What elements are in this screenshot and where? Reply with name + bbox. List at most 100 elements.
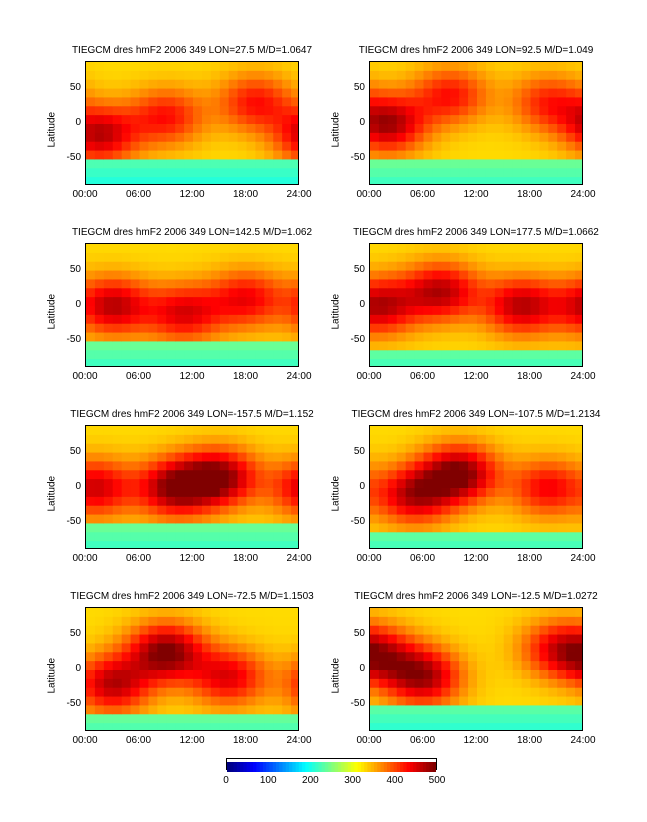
heatmap-cell <box>193 306 203 316</box>
colorbar-step <box>275 762 280 772</box>
heatmap-cell <box>219 359 230 366</box>
heatmap-cell <box>193 723 203 730</box>
heatmap-cell <box>130 124 141 134</box>
heatmap-cell <box>387 616 398 627</box>
y-tick-label: 50 <box>353 263 365 275</box>
heatmap-cell <box>139 115 150 125</box>
heatmap-cell <box>103 341 114 351</box>
heatmap-cell <box>405 306 416 316</box>
heatmap-cell <box>370 541 380 548</box>
heatmap-cell <box>450 452 460 463</box>
heatmap-cell <box>246 261 257 272</box>
heatmap-cell <box>193 177 203 184</box>
heatmap-cell <box>548 261 558 272</box>
heatmap-cell <box>148 159 158 169</box>
heatmap-cell <box>503 359 514 366</box>
heatmap-cell <box>201 625 212 636</box>
heatmap-cell <box>396 62 407 72</box>
heatmap-cell <box>86 168 96 178</box>
heatmap-cell <box>175 652 185 662</box>
heatmap-cell <box>503 115 514 125</box>
heatmap-cell <box>530 634 541 645</box>
heatmap-cell <box>494 314 505 325</box>
heatmap-cell <box>246 723 257 730</box>
heatmap-cell <box>432 288 442 298</box>
heatmap-cell <box>548 505 558 516</box>
heatmap-cell <box>405 616 416 627</box>
heatmap-cell <box>166 168 176 178</box>
heatmap-cell <box>387 314 398 325</box>
heatmap-cell <box>228 723 239 730</box>
heatmap-cell <box>530 97 541 107</box>
x-tick-label: 24:00 <box>286 371 312 382</box>
heatmap-cell <box>512 306 523 316</box>
heatmap-cell <box>264 115 274 125</box>
heatmap-cell <box>210 124 221 134</box>
heatmap-cell <box>139 461 150 471</box>
heatmap-cell <box>255 323 265 334</box>
heatmap-cell <box>255 288 265 298</box>
heatmap-cell <box>166 714 176 724</box>
heatmap-cell <box>485 88 496 99</box>
heatmap-cell <box>548 314 558 325</box>
heatmap-cell <box>512 244 523 254</box>
heatmap-cell <box>112 177 123 184</box>
heatmap-cell <box>450 150 460 161</box>
heatmap-cell <box>503 479 514 489</box>
heatmap-cell <box>432 461 442 471</box>
heatmap-cell <box>291 159 298 169</box>
heatmap-cell <box>157 88 167 99</box>
heatmap-cell <box>423 177 434 184</box>
heatmap-svg <box>86 62 298 184</box>
heatmap-cell <box>459 714 469 724</box>
heatmap-cell <box>441 70 451 81</box>
heatmap-cell <box>557 434 567 445</box>
heatmap-cell <box>378 341 389 351</box>
heatmap-cell <box>494 687 505 698</box>
colorbar-tick-label: 0 <box>223 775 229 786</box>
heatmap-cell <box>255 350 265 360</box>
heatmap-cell <box>557 79 567 90</box>
heatmap-cell <box>103 79 114 90</box>
panel-title: TIEGCM dres hmF2 2006 349 LON=-157.5 M/D… <box>70 409 314 420</box>
heatmap-cell <box>485 714 496 724</box>
heatmap-cell <box>423 452 434 463</box>
heatmap-cell <box>291 168 298 178</box>
heatmap-cell <box>423 297 434 307</box>
heatmap-cell <box>548 616 558 627</box>
heatmap-cell <box>273 643 283 653</box>
heatmap-cell <box>468 608 478 618</box>
heatmap-cell <box>378 426 389 436</box>
heatmap-cell <box>468 106 478 116</box>
heatmap-cell <box>405 159 416 169</box>
heatmap-cell <box>228 452 239 463</box>
heatmap-cell <box>539 341 549 351</box>
heatmap-cell <box>575 62 582 72</box>
heatmap-cell <box>423 643 434 653</box>
heatmap-cell <box>494 532 505 542</box>
heatmap-cell <box>86 314 96 325</box>
heatmap-cell <box>193 488 203 498</box>
heatmap-cell <box>459 461 469 471</box>
heatmap-cell <box>291 523 298 533</box>
heatmap-cell <box>477 159 487 169</box>
heatmap-cell <box>477 670 487 680</box>
heatmap-cell <box>282 608 292 618</box>
colorbar-step <box>364 762 368 772</box>
heatmap-cell <box>378 714 389 724</box>
heatmap-cell <box>405 270 416 281</box>
heatmap-cell <box>130 350 141 360</box>
heatmap-cell <box>264 252 274 263</box>
heatmap-cell <box>530 88 541 99</box>
heatmap-cell <box>273 505 283 516</box>
heatmap-cell <box>459 124 469 134</box>
heatmap-cell <box>86 79 96 90</box>
heatmap-cell <box>557 723 567 730</box>
heatmap-cell <box>485 359 496 366</box>
heatmap-cell <box>94 470 105 480</box>
heatmap-cell <box>512 288 523 298</box>
heatmap-cell <box>468 341 478 351</box>
heatmap-cell <box>210 97 221 107</box>
heatmap-cell <box>548 678 558 689</box>
heatmap-cell <box>503 261 514 272</box>
